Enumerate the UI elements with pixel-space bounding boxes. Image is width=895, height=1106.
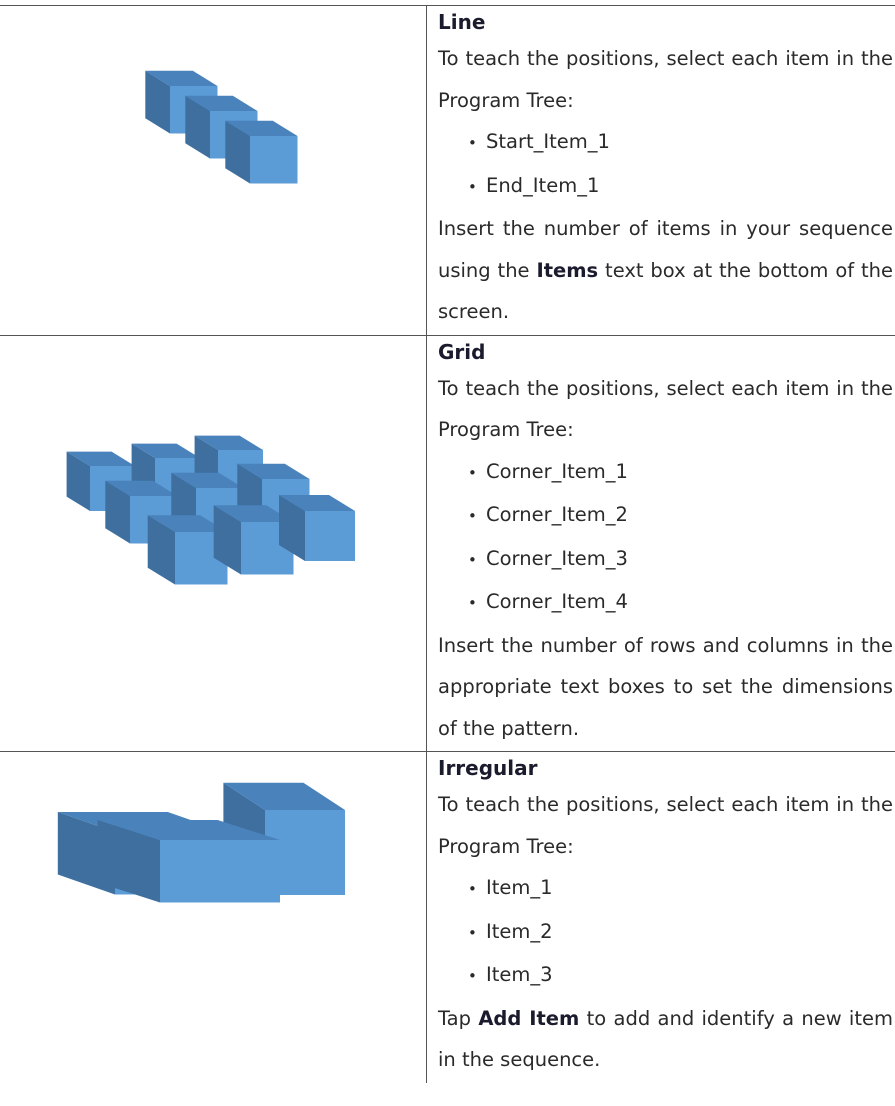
row-line: Line To teach the positions, select each … (0, 5, 895, 335)
list-item: Corner_Item_3 (468, 538, 893, 582)
item-list: Item_1Item_2Item_3 (438, 867, 893, 998)
note-segment: Insert the number of items in your seque… (438, 217, 893, 282)
list-item: Item_1 (468, 867, 893, 911)
row-title: Grid (438, 339, 486, 364)
text-cell: Line To teach the positions, select each … (427, 6, 895, 335)
intro-text: To teach the positions, select each item… (438, 47, 893, 112)
note-segment: text box at the bottom of the screen. (438, 258, 893, 324)
line-illustration (145, 70, 298, 184)
irregular-illustration (57, 782, 345, 903)
note-text: Insert the number of rows and columns in… (438, 625, 893, 750)
note-segment: to add and identify a new item in the se… (438, 1006, 893, 1072)
row-irregular: Irregular To teach the positions, select … (0, 751, 895, 1083)
intro-text: To teach the positions, select each item… (438, 376, 893, 442)
image-cell (0, 6, 427, 335)
list-item: Corner_Item_4 (468, 581, 893, 625)
list-item: Start_Item_1 (468, 121, 893, 165)
list-item: Item_2 (468, 911, 893, 955)
note-segment: Insert the number of rows and columns in… (438, 633, 893, 740)
note-text: Insert the number of items in your seque… (438, 208, 893, 333)
text-cell: Irregular To teach the positions, select … (427, 752, 895, 1083)
bold-term: Items (536, 258, 599, 282)
note-segment: Tap (438, 1006, 479, 1030)
note-text: Tap Add Item to add and identify a new i… (438, 998, 893, 1081)
row-title: Irregular (438, 756, 538, 780)
list-item: Item_3 (468, 954, 893, 998)
item-list: Start_Item_1End_Item_1 (438, 121, 893, 208)
bold-term: Add Item (478, 1006, 580, 1030)
row-grid: Grid To teach the positions, select each … (0, 334, 895, 752)
list-item: Corner_Item_2 (468, 494, 893, 538)
item-list: Corner_Item_1Corner_Item_2Corner_Item_3C… (438, 451, 893, 625)
image-cell (0, 752, 427, 1083)
row-title: Line (438, 10, 486, 34)
text-cell: Grid To teach the positions, select each … (427, 336, 895, 752)
intro-text: To teach the positions, select each item… (438, 793, 893, 858)
list-item: End_Item_1 (468, 165, 893, 209)
list-item: Corner_Item_1 (468, 451, 893, 495)
pattern-table: Line To teach the positions, select each … (0, 5, 895, 1083)
image-cell (0, 335, 427, 751)
